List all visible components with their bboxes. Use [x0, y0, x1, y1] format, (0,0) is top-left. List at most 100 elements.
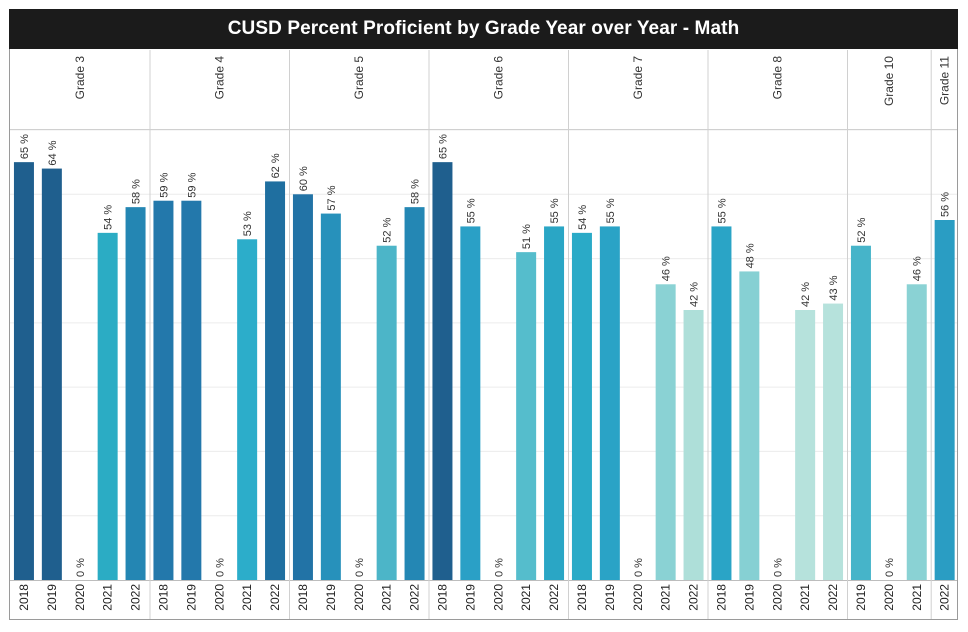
data-label: 55 %	[465, 198, 477, 223]
data-label: 42 %	[800, 282, 812, 307]
bar	[516, 252, 537, 580]
grade-header: Grade 8	[770, 56, 784, 100]
bar	[711, 226, 732, 580]
x-tick-label: 2020	[491, 584, 505, 611]
x-tick-label: 2018	[714, 584, 728, 611]
grade-header: Grade 5	[352, 56, 366, 100]
x-tick-label: 2022	[547, 584, 561, 611]
chart-title: CUSD Percent Proficient by Grade Year ov…	[9, 9, 958, 49]
x-tick-label: 2021	[659, 584, 673, 611]
grade-header: Grade 10	[882, 56, 896, 106]
data-label: 60 %	[298, 166, 310, 191]
x-tick-label: 2019	[45, 584, 59, 611]
data-label: 0 %	[772, 558, 784, 577]
grade-header: Grade 7	[631, 56, 645, 100]
x-tick-label: 2021	[910, 584, 924, 611]
data-label: 42 %	[689, 282, 701, 307]
x-tick-label: 2020	[73, 584, 87, 611]
data-label: 52 %	[856, 217, 868, 242]
x-tick-label: 2019	[603, 584, 617, 611]
x-tick-label: 2020	[770, 584, 784, 611]
x-tick-label: 2022	[938, 584, 952, 611]
x-tick-label: 2019	[463, 584, 477, 611]
bar	[153, 200, 174, 580]
data-label: 52 %	[382, 217, 394, 242]
data-label: 58 %	[410, 179, 422, 204]
data-label: 0 %	[633, 558, 645, 577]
x-tick-label: 2021	[380, 584, 394, 611]
bar	[739, 271, 760, 580]
data-label: 48 %	[744, 243, 756, 268]
x-tick-label: 2022	[408, 584, 422, 611]
bar	[850, 245, 871, 580]
x-tick-label: 2021	[101, 584, 115, 611]
x-tick-label: 2021	[240, 584, 254, 611]
bar	[265, 181, 286, 580]
grade-header: Grade 11	[938, 56, 952, 105]
data-label: 57 %	[326, 185, 338, 210]
bar	[376, 245, 397, 580]
x-tick-label: 2022	[129, 584, 143, 611]
bar	[432, 162, 453, 580]
data-label: 43 %	[828, 275, 840, 300]
data-label: 55 %	[716, 198, 728, 223]
x-tick-label: 2021	[519, 584, 533, 611]
x-tick-label: 2019	[742, 584, 756, 611]
bar	[125, 207, 146, 580]
x-tick-label: 2018	[17, 584, 31, 611]
bar	[181, 200, 202, 580]
bar	[404, 207, 425, 580]
bar	[655, 284, 676, 580]
x-tick-label: 2021	[798, 584, 812, 611]
bar	[41, 168, 62, 581]
bar	[97, 232, 118, 580]
grade-header: Grade 6	[491, 56, 505, 100]
bar	[934, 220, 955, 580]
data-label: 55 %	[549, 198, 561, 223]
bar	[13, 162, 34, 580]
bar	[906, 284, 927, 580]
x-tick-label: 2018	[156, 584, 170, 611]
x-tick-label: 2022	[268, 584, 282, 611]
bar	[460, 226, 481, 580]
x-tick-label: 2018	[435, 584, 449, 611]
bar	[795, 310, 816, 580]
data-label: 0 %	[493, 558, 505, 577]
data-label: 56 %	[940, 192, 952, 217]
x-tick-label: 2020	[631, 584, 645, 611]
x-tick-label: 2019	[184, 584, 198, 611]
bar	[683, 310, 704, 580]
data-label: 65 %	[19, 134, 31, 159]
x-tick-label: 2020	[882, 584, 896, 611]
data-label: 0 %	[354, 558, 366, 577]
data-label: 46 %	[661, 256, 673, 281]
x-tick-label: 2020	[352, 584, 366, 611]
data-label: 54 %	[577, 205, 589, 230]
bar	[320, 213, 341, 581]
x-tick-label: 2022	[687, 584, 701, 611]
data-label: 59 %	[158, 172, 170, 197]
data-label: 59 %	[186, 172, 198, 197]
x-tick-label: 2019	[324, 584, 338, 611]
bar	[292, 194, 313, 581]
data-label: 53 %	[242, 211, 254, 236]
data-label: 64 %	[47, 140, 59, 165]
data-label: 46 %	[912, 256, 924, 281]
data-label: 51 %	[521, 224, 533, 249]
bar	[571, 232, 592, 580]
data-label: 55 %	[605, 198, 617, 223]
data-label: 58 %	[131, 179, 143, 204]
bar	[237, 239, 258, 581]
x-tick-label: 2019	[854, 584, 868, 611]
data-label: 0 %	[884, 558, 896, 577]
data-label: 54 %	[103, 205, 115, 230]
grade-header: Grade 4	[212, 56, 226, 100]
grade-header: Grade 3	[73, 56, 87, 100]
x-tick-label: 2018	[296, 584, 310, 611]
bar	[599, 226, 620, 580]
data-label: 0 %	[75, 558, 87, 577]
x-tick-label: 2020	[212, 584, 226, 611]
data-label: 62 %	[270, 153, 282, 178]
bar	[544, 226, 565, 580]
